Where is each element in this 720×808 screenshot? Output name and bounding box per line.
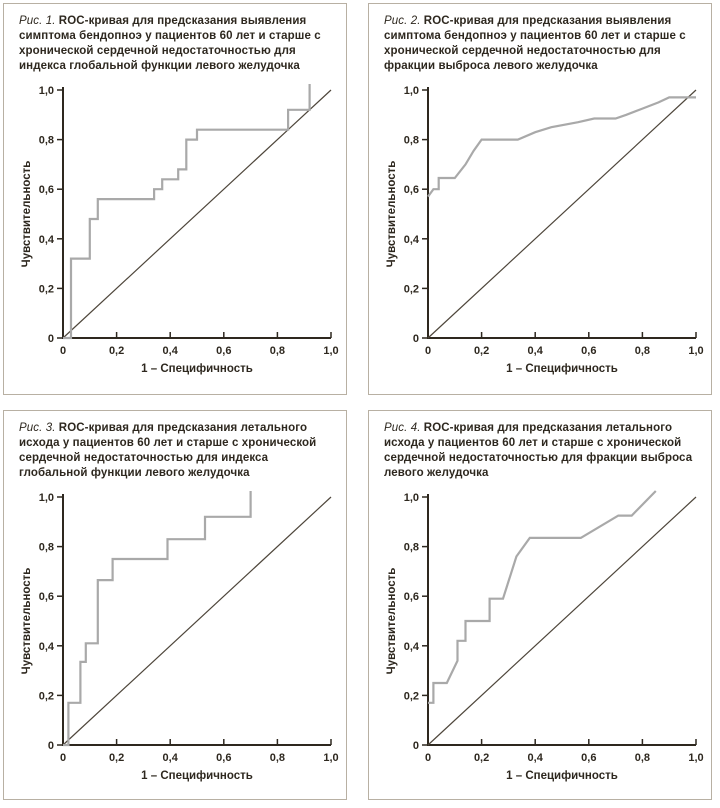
figure-caption-text: ROC-кривая для предсказания летального и…: [19, 422, 317, 479]
y-tick-label: 0,2: [39, 283, 54, 295]
y-tick-label: 0,6: [404, 591, 419, 603]
x-tick-label: 0,8: [270, 752, 285, 764]
x-tick-label: 1,0: [323, 752, 338, 764]
reference-line: [62, 89, 332, 339]
figure-caption-prefix: Рис. 3.: [19, 422, 56, 434]
y-axis-label: Чувствительность: [386, 567, 398, 674]
figure-caption-text: ROC-кривая для предсказания выявления си…: [384, 15, 686, 72]
y-axis-label: Чувствительность: [21, 567, 33, 674]
figure-caption-prefix: Рис. 2.: [384, 15, 421, 27]
x-tick-label: 0,8: [635, 752, 650, 764]
y-tick-label: 0: [413, 740, 419, 752]
figure-panel-1: Рис. 1. ROC-кривая для предсказания выяв…: [3, 3, 347, 395]
roc-chart-2: 00 0,2 0,2 0,4 0,4 0,6 0,6 0,8 0,8 1,0 1,0 1 – Спец…: [386, 85, 704, 375]
figure-panel-3: Рис. 3. ROC-кривая для предсказания лета…: [3, 410, 347, 800]
y-tick-label: 1,0: [404, 85, 419, 97]
y-tick-label: 0,8: [39, 541, 54, 553]
roc-curve: [428, 489, 657, 704]
x-tick-label: 0,4: [163, 345, 179, 357]
reference-line: [427, 89, 697, 339]
reference-line: [62, 496, 332, 746]
y-tick-label: 0,4: [404, 234, 420, 246]
y-tick-label: 0: [413, 333, 419, 345]
x-tick-label: 0: [425, 752, 431, 764]
x-tick-label: 0: [425, 345, 431, 357]
x-tick-label: 0,4: [528, 752, 544, 764]
x-tick-label: 0,8: [270, 345, 285, 357]
figure-caption-prefix: Рис. 4.: [384, 422, 421, 434]
x-tick-label: 0,6: [216, 345, 231, 357]
roc-curve: [63, 490, 252, 746]
x-tick-label: 1,0: [323, 345, 338, 357]
y-tick-label: 1,0: [39, 85, 54, 97]
x-axis-label: 1 – Специфичность: [506, 363, 618, 375]
x-tick-label: 0,2: [109, 752, 124, 764]
x-tick-label: 0,6: [216, 752, 231, 764]
roc-chart-1: 00 0,2 0,2 0,4 0,4 0,6 0,6 0,8 0,8 1,0 1,0 1 – Спец…: [21, 83, 339, 375]
x-tick-label: 0,4: [163, 752, 179, 764]
y-tick-label: 1,0: [39, 492, 54, 504]
figure-caption-text: ROC-кривая для предсказания выявления си…: [19, 15, 321, 72]
y-tick-label: 0: [48, 333, 54, 345]
y-tick-label: 0,4: [404, 641, 420, 653]
x-axis-label: 1 – Специфичность: [141, 770, 253, 782]
figure-panel-4: Рис. 4. ROC-кривая для предсказания лета…: [368, 410, 712, 800]
figure-caption-text: ROC-кривая для предсказания летального и…: [384, 422, 693, 479]
roc-curve: [63, 83, 311, 339]
figure-caption-4: Рис. 4. ROC-кривая для предсказания лета…: [384, 421, 699, 481]
y-tick-label: 0,2: [404, 690, 419, 702]
x-tick-label: 0: [60, 345, 66, 357]
y-tick-label: 1,0: [404, 492, 419, 504]
y-tick-label: 0,6: [404, 184, 419, 196]
roc-curve: [427, 96, 696, 197]
x-tick-label: 0,6: [581, 752, 596, 764]
figure-caption-1: Рис. 1. ROC-кривая для предсказания выяв…: [19, 14, 334, 74]
x-tick-label: 1,0: [688, 345, 703, 357]
y-tick-label: 0,8: [404, 134, 419, 146]
x-tick-label: 0,4: [528, 345, 544, 357]
roc-chart-4: 00 0,2 0,2 0,4 0,4 0,6 0,6 0,8 0,8 1,0 1,0 1 – Спец…: [386, 489, 704, 782]
roc-chart-3: 00 0,2 0,2 0,4 0,4 0,6 0,6 0,8 0,8 1,0 1,0 1 – Спец…: [21, 490, 339, 782]
y-tick-label: 0,2: [404, 283, 419, 295]
y-axis-label: Чувствительность: [386, 160, 398, 267]
x-axis-label: 1 – Специфичность: [506, 770, 618, 782]
x-tick-label: 0,6: [581, 345, 596, 357]
y-axis-label: Чувствительность: [21, 160, 33, 267]
figure-caption-2: Рис. 2. ROC-кривая для предсказания выяв…: [384, 14, 699, 74]
figure-panel-2: Рис. 2. ROC-кривая для предсказания выяв…: [368, 3, 712, 395]
figure-caption-prefix: Рис. 1.: [19, 15, 56, 27]
x-tick-label: 0,2: [109, 345, 124, 357]
y-tick-label: 0,6: [39, 184, 54, 196]
y-tick-label: 0,6: [39, 591, 54, 603]
x-tick-label: 1,0: [688, 752, 703, 764]
y-tick-label: 0,8: [39, 134, 54, 146]
y-tick-label: 0,4: [39, 641, 55, 653]
x-tick-label: 0,2: [474, 345, 489, 357]
x-tick-label: 0,2: [474, 752, 489, 764]
y-tick-label: 0,8: [404, 541, 419, 553]
reference-line: [427, 496, 697, 746]
y-tick-label: 0,4: [39, 234, 55, 246]
x-tick-label: 0: [60, 752, 66, 764]
y-tick-label: 0: [48, 740, 54, 752]
y-tick-label: 0,2: [39, 690, 54, 702]
x-tick-label: 0,8: [635, 345, 650, 357]
figure-caption-3: Рис. 3. ROC-кривая для предсказания лета…: [19, 421, 334, 481]
x-axis-label: 1 – Специфичность: [141, 363, 253, 375]
